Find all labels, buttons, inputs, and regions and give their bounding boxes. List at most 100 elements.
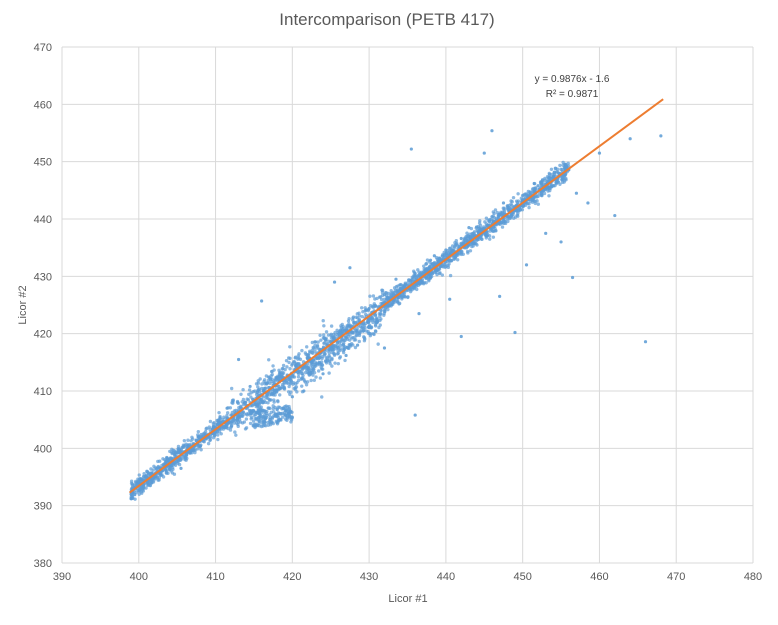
scatter-point xyxy=(264,381,268,385)
scatter-point xyxy=(186,438,190,442)
scatter-point xyxy=(309,361,314,365)
scatter-point xyxy=(366,320,371,325)
scatter-point xyxy=(570,275,575,280)
scatter-point xyxy=(130,483,135,487)
scatter-point xyxy=(344,334,348,339)
scatter-point xyxy=(323,352,327,356)
scatter-point xyxy=(318,376,323,380)
scatter-point xyxy=(340,329,344,333)
scatter-point xyxy=(422,280,426,285)
scatter-point xyxy=(305,345,309,349)
scatter-point xyxy=(566,164,571,168)
scatter-point xyxy=(342,345,346,350)
scatter-point xyxy=(236,357,241,362)
scatter-point xyxy=(643,340,648,344)
scatter-point xyxy=(352,321,356,325)
scatter-point xyxy=(160,463,164,468)
scatter-point xyxy=(413,413,417,417)
scatter-point xyxy=(269,398,273,402)
scatter-point xyxy=(324,355,328,360)
scatter-point xyxy=(283,367,287,372)
scatter-point xyxy=(355,312,360,316)
scatter-point xyxy=(321,318,325,323)
scatter-point xyxy=(229,413,233,417)
scatter-point xyxy=(360,314,364,319)
scatter-point xyxy=(240,400,244,404)
scatter-point xyxy=(278,373,282,377)
scatter-point xyxy=(172,461,176,466)
scatter-point xyxy=(348,266,352,270)
scatter-point xyxy=(523,203,528,207)
scatter-point xyxy=(323,359,328,363)
scatter-point xyxy=(433,270,437,274)
scatter-point xyxy=(471,234,475,238)
scatter-point xyxy=(313,349,317,354)
scatter-point xyxy=(547,175,551,180)
y-tick-label: 470 xyxy=(34,42,52,54)
scatter-point xyxy=(136,477,140,481)
scatter-point xyxy=(363,337,367,341)
scatter-point xyxy=(386,291,391,296)
scatter-point xyxy=(341,350,346,355)
scatter-point xyxy=(315,343,320,348)
scatter-point xyxy=(488,237,492,241)
scatter-point xyxy=(297,352,301,356)
scatter-point xyxy=(465,231,469,235)
scatter-point xyxy=(319,338,323,342)
scatter-point xyxy=(280,367,284,371)
scatter-point xyxy=(366,329,370,334)
scatter-point xyxy=(389,304,393,308)
scatter-point xyxy=(559,240,563,244)
scatter-point xyxy=(320,356,324,361)
scatter-point xyxy=(466,237,470,241)
scatter-point xyxy=(149,480,154,485)
scatter-point xyxy=(346,346,350,350)
scatter-point xyxy=(286,390,291,394)
scatter-point xyxy=(269,410,273,415)
scatter-point xyxy=(266,423,271,427)
scatter-point xyxy=(196,433,200,437)
x-tick-label: 450 xyxy=(513,571,531,583)
scatter-point xyxy=(338,355,343,359)
scatter-point xyxy=(415,274,420,278)
scatter-point xyxy=(163,467,168,472)
scatter-point xyxy=(229,425,233,430)
scatter-point xyxy=(548,186,553,190)
scatter-point xyxy=(574,191,579,195)
scatter-point xyxy=(310,350,314,355)
scatter-point xyxy=(445,251,449,255)
scatter-point xyxy=(364,308,368,312)
scatter-point xyxy=(141,486,145,491)
scatter-point xyxy=(390,301,394,305)
scatter-point xyxy=(300,384,304,388)
scatter-point xyxy=(256,423,260,427)
trendline-r-squared: R² = 0.9871 xyxy=(546,89,599,100)
scatter-point xyxy=(547,194,551,198)
scatter-point xyxy=(406,295,410,300)
scatter-point xyxy=(247,388,252,392)
scatter-point xyxy=(226,426,230,431)
scatter-point xyxy=(455,258,460,262)
scatter-point xyxy=(336,346,340,350)
scatter-point xyxy=(498,294,502,298)
scatter-point xyxy=(288,345,292,349)
scatter-point xyxy=(432,254,436,258)
scatter-point xyxy=(142,471,146,476)
scatter-point xyxy=(278,370,282,374)
scatter-point xyxy=(415,287,419,292)
scatter-point xyxy=(263,386,268,390)
scatter-point xyxy=(257,419,262,423)
scatter-point xyxy=(329,324,334,328)
scatter-point xyxy=(233,430,237,434)
scatter-point xyxy=(267,358,271,362)
scatter-point xyxy=(298,370,302,374)
scatter-point xyxy=(440,273,445,277)
scatter-point xyxy=(477,221,482,225)
scatter-point xyxy=(268,406,272,411)
scatter-point xyxy=(417,312,421,316)
scatter-point xyxy=(141,489,146,493)
scatter-point xyxy=(427,279,431,283)
scatter-point xyxy=(278,417,283,422)
scatter-point xyxy=(170,447,174,451)
